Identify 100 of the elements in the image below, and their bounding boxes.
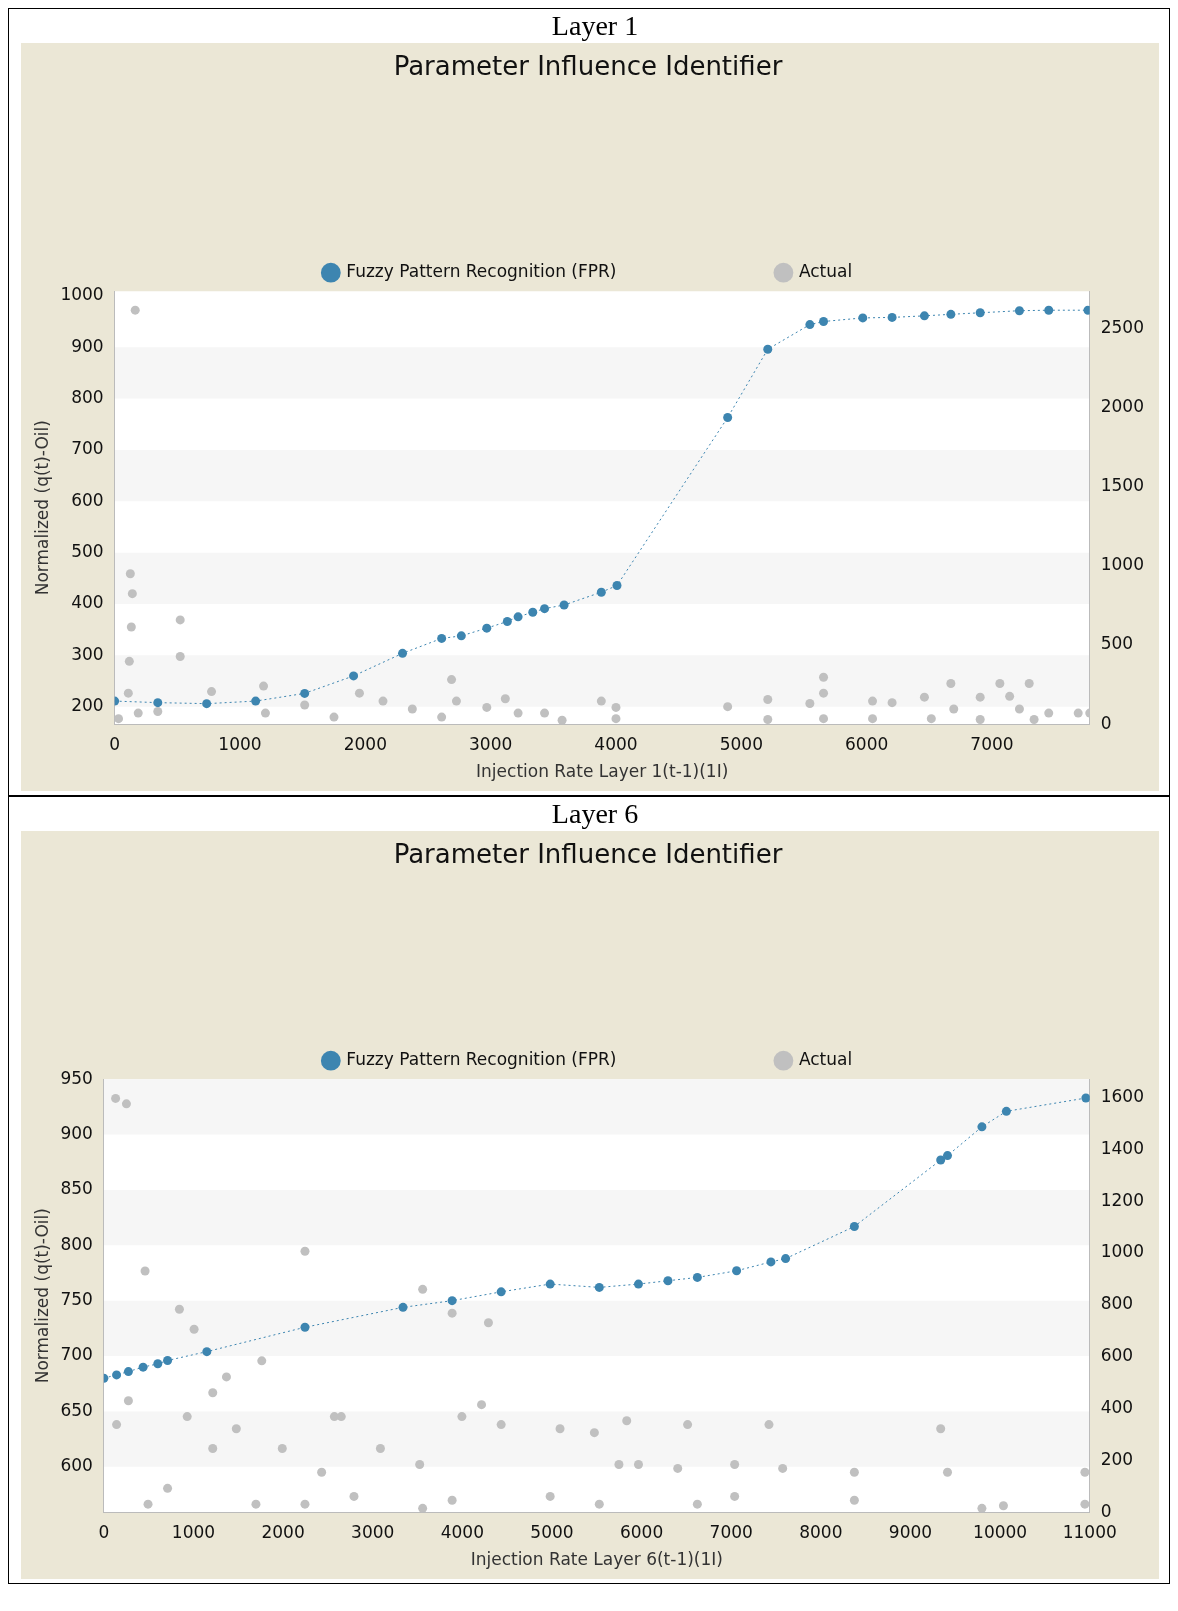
x-tick-label: 7000 (970, 733, 1014, 754)
point (317, 1467, 327, 1477)
point (887, 312, 897, 322)
point (612, 581, 622, 591)
point (202, 699, 212, 709)
point (819, 672, 829, 682)
point (300, 700, 310, 710)
x-axis-title: Injection Rate Layer 1(t-1)(1I) (476, 761, 729, 782)
x-tick-label: 3000 (351, 1521, 395, 1542)
point (781, 1254, 791, 1264)
x-tick-label: 7000 (709, 1521, 753, 1542)
point (354, 688, 364, 698)
point (633, 1460, 643, 1470)
y-tick-label: 400 (71, 592, 104, 613)
point (121, 1099, 131, 1109)
point (557, 715, 567, 725)
point (457, 1412, 467, 1422)
point (819, 688, 829, 698)
point (375, 1443, 385, 1453)
point (540, 604, 550, 614)
y2-tick-label: 1000 (1100, 1241, 1144, 1262)
x-tick-label: 0 (109, 733, 121, 754)
point (482, 623, 492, 633)
point (977, 1503, 987, 1513)
point (123, 1396, 133, 1406)
y-axis-title: Normalized (q(t)-Oil) (31, 1208, 52, 1384)
point (349, 671, 359, 681)
point (300, 688, 310, 698)
y-tick-label: 650 (60, 1399, 93, 1420)
x-tick-label: 5000 (530, 1521, 574, 1542)
point (398, 1302, 408, 1312)
point (1073, 708, 1083, 718)
y2-tick-label: 2000 (1100, 396, 1144, 417)
point (692, 1272, 702, 1282)
point (778, 1463, 788, 1473)
point (123, 688, 133, 698)
point (251, 696, 261, 706)
point (482, 702, 492, 712)
y-axis-title: Normalized (q(t)-Oil) (31, 420, 52, 596)
point (451, 696, 461, 706)
point (732, 1266, 742, 1276)
point (805, 320, 815, 330)
y2-tick-label: 200 (1100, 1448, 1134, 1469)
point (175, 615, 185, 625)
point (496, 1420, 506, 1430)
point (447, 1495, 457, 1505)
x-tick-label: 1000 (218, 733, 262, 754)
point (849, 1221, 859, 1231)
point (175, 651, 185, 661)
point (143, 1499, 153, 1509)
point (858, 313, 868, 323)
x-tick-label: 2000 (343, 733, 387, 754)
point (112, 1420, 122, 1430)
point (622, 1416, 632, 1426)
point (513, 708, 523, 718)
x-tick-label: 5000 (719, 733, 763, 754)
y-tick-label: 600 (60, 1455, 93, 1476)
y-tick-label: 700 (71, 438, 104, 459)
chart-title: Layer 1 (550, 9, 640, 43)
point (483, 1318, 493, 1328)
point (977, 1122, 987, 1132)
y2-tick-label: 1000 (1100, 554, 1144, 575)
x-tick-label: 6000 (619, 1521, 664, 1542)
point (1014, 306, 1024, 316)
y-tick-label: 600 (71, 489, 104, 510)
point (202, 1347, 212, 1357)
y2-tick-label: 500 (1100, 633, 1134, 654)
y2-tick-label: 2500 (1100, 316, 1144, 337)
point (723, 702, 733, 712)
point (260, 708, 270, 718)
point (221, 1372, 231, 1382)
point (1005, 691, 1015, 701)
point (633, 1279, 643, 1289)
point (692, 1499, 702, 1509)
point (540, 708, 550, 718)
chart-subtitle: Parameter Influence Identifier (393, 839, 783, 870)
y2-tick-label: 1400 (1100, 1137, 1144, 1158)
point (300, 1246, 310, 1256)
x-tick-label: 10000 (973, 1521, 1028, 1542)
point (936, 1155, 946, 1165)
point (614, 1460, 624, 1470)
x-tick-label: 2000 (261, 1521, 305, 1542)
point (975, 308, 985, 318)
point (257, 1356, 267, 1366)
point (189, 1324, 199, 1334)
y2-tick-label: 600 (1100, 1345, 1134, 1366)
x-tick-label: 1000 (171, 1521, 216, 1542)
point (611, 714, 621, 724)
x-tick-label: 6000 (845, 733, 889, 754)
point (946, 679, 956, 689)
point (975, 692, 985, 702)
x-tick-label: 8000 (799, 1521, 843, 1542)
point (126, 622, 136, 632)
point (496, 1287, 506, 1297)
point (589, 1428, 599, 1438)
legend-label: Fuzzy Pattern Recognition (FPR) (346, 1049, 617, 1070)
point (766, 1257, 776, 1267)
y-tick-label: 750 (60, 1289, 93, 1310)
point (447, 675, 457, 685)
x-axis-title: Injection Rate Layer 6(t-1)(1I) (470, 1549, 723, 1570)
